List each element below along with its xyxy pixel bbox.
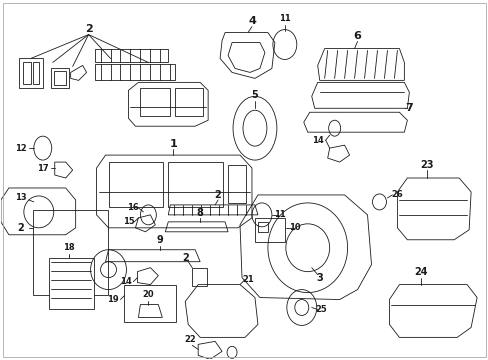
Text: 2: 2: [182, 253, 188, 263]
Text: 8: 8: [196, 208, 203, 218]
Text: 11: 11: [278, 14, 290, 23]
Text: 4: 4: [247, 15, 255, 26]
Bar: [140, 88, 170, 116]
Text: 22: 22: [184, 335, 196, 344]
Bar: [33, 210, 107, 294]
Bar: [108, 162, 163, 207]
Text: 2: 2: [84, 24, 92, 33]
Text: 15: 15: [122, 217, 134, 226]
Text: 18: 18: [63, 243, 74, 252]
Text: 17: 17: [37, 163, 48, 172]
Text: 2: 2: [18, 223, 24, 233]
Text: 23: 23: [420, 160, 433, 170]
Text: 9: 9: [157, 235, 163, 245]
Text: 14: 14: [311, 136, 323, 145]
Text: 5: 5: [251, 90, 258, 100]
Bar: [168, 162, 223, 207]
Bar: [258, 222, 267, 232]
Text: 7: 7: [405, 103, 412, 113]
Text: 2: 2: [214, 190, 221, 200]
Bar: [227, 165, 245, 203]
Bar: [124, 285, 176, 323]
Text: 13: 13: [15, 193, 27, 202]
Text: 25: 25: [315, 305, 327, 314]
Text: 20: 20: [142, 290, 154, 299]
Bar: [254, 218, 285, 242]
Bar: [192, 268, 207, 285]
Text: 10: 10: [288, 223, 300, 232]
Text: 1: 1: [169, 139, 177, 149]
Text: 6: 6: [353, 31, 361, 41]
Bar: [175, 88, 203, 116]
Bar: [49, 258, 93, 310]
Text: 14: 14: [120, 277, 131, 286]
Text: 21: 21: [242, 275, 253, 284]
Text: 16: 16: [126, 203, 138, 212]
Text: 26: 26: [391, 190, 403, 199]
Text: 19: 19: [106, 295, 118, 304]
Text: 3: 3: [316, 273, 323, 283]
Text: 24: 24: [414, 267, 427, 276]
Text: 11: 11: [273, 210, 285, 219]
Text: 12: 12: [15, 144, 27, 153]
